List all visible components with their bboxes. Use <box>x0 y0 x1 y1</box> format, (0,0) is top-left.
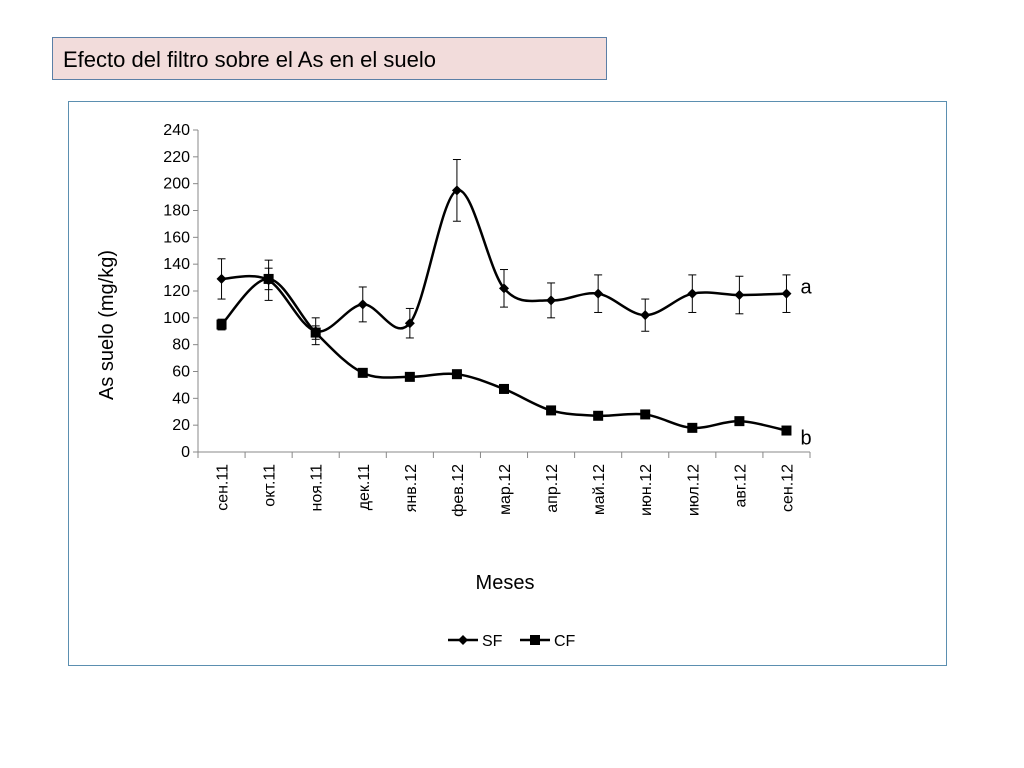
y-tick-label: 240 <box>163 122 190 139</box>
slide-title: Efecto del filtro sobre el As en el suel… <box>52 37 607 80</box>
x-tick-label: янв.12 <box>403 464 420 512</box>
data-point-CF <box>734 416 745 427</box>
y-tick-label: 60 <box>172 364 190 381</box>
legend-label: SF <box>482 633 503 650</box>
data-point-CF <box>640 409 651 420</box>
data-point-CF <box>593 410 604 421</box>
y-tick-label: 160 <box>163 229 190 246</box>
data-point-CF <box>263 273 274 284</box>
data-point-CF <box>404 371 415 382</box>
series-annotation-SF: a <box>800 277 812 299</box>
x-tick-label: дек.11 <box>356 464 373 510</box>
legend-item-CF: CF <box>520 633 576 650</box>
data-point-SF <box>451 185 462 196</box>
x-tick-label: апр.12 <box>544 464 561 513</box>
data-point-CF <box>687 422 698 433</box>
data-point-SF <box>593 288 604 299</box>
y-tick-label: 200 <box>163 176 190 193</box>
legend-marker <box>458 635 468 645</box>
data-point-SF <box>499 283 509 294</box>
y-tick-label: 140 <box>163 256 190 273</box>
x-tick-label: июн.12 <box>638 464 655 516</box>
x-tick-label: июл.12 <box>685 464 702 516</box>
y-tick-label: 180 <box>163 203 190 220</box>
x-tick-label: мар.12 <box>497 464 514 515</box>
x-tick-label: май.12 <box>591 464 608 515</box>
y-tick-label: 220 <box>163 149 190 166</box>
x-axis: сен.11 окт.11 ноя.11 дек.11 янв.12 фев.12 мар.… <box>197 451 811 517</box>
data-point-SF <box>357 299 368 310</box>
data-point-SF <box>404 318 415 329</box>
y-axis-title: As suelo (mg/kg) <box>96 250 118 400</box>
data-point-CF <box>451 369 462 380</box>
data-point-CF <box>781 425 792 436</box>
data-point-CF <box>216 319 227 330</box>
data-point-SF <box>734 290 745 301</box>
data-point-SF <box>640 310 651 321</box>
data-point-SF <box>216 273 227 284</box>
series-CF: b <box>216 267 812 450</box>
series-SF: a <box>216 159 812 346</box>
legend-item-SF: SF <box>448 633 503 650</box>
y-tick-label: 100 <box>163 310 190 327</box>
series-line-SF <box>221 189 787 333</box>
y-tick-label: 80 <box>172 337 190 354</box>
data-point-CF <box>310 327 321 338</box>
y-axis: 0 20 40 60 80 100 120 140 160 180 200 220 240 <box>163 122 199 461</box>
x-tick-label: сен.12 <box>779 464 796 512</box>
x-tick-label: ноя.11 <box>309 464 326 512</box>
data-point-CF <box>546 405 557 416</box>
legend: SF CF <box>448 633 576 650</box>
data-point-CF <box>357 367 368 378</box>
legend-label: CF <box>554 633 576 650</box>
x-tick-label: сен.11 <box>215 464 232 511</box>
x-axis-title: Meses <box>476 572 535 594</box>
y-tick-label: 0 <box>181 444 190 461</box>
series-layer: ab <box>216 159 812 450</box>
x-tick-label: авг.12 <box>732 464 749 508</box>
y-tick-label: 20 <box>172 417 190 434</box>
y-tick-label: 40 <box>172 390 190 407</box>
legend-marker <box>530 635 540 645</box>
data-point-SF <box>546 295 557 306</box>
data-point-CF <box>499 383 509 394</box>
chart-frame <box>68 101 947 666</box>
x-tick-label: окт.11 <box>262 464 279 507</box>
data-point-SF <box>781 288 792 299</box>
series-annotation-CF: b <box>800 428 811 450</box>
x-tick-label: фев.12 <box>450 464 467 517</box>
y-tick-label: 120 <box>163 283 190 300</box>
data-point-SF <box>687 288 698 299</box>
